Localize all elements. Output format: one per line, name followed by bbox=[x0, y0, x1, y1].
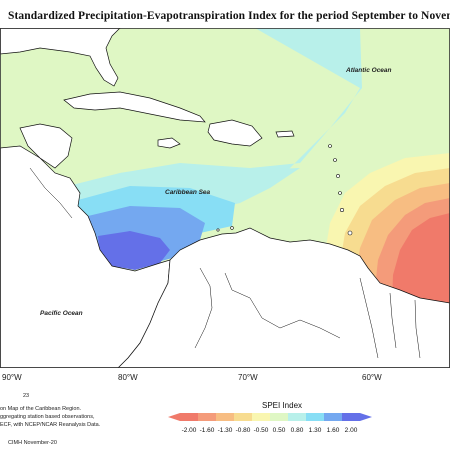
legend-arrow-high bbox=[360, 413, 372, 421]
legend-tick-label: -2.00 bbox=[181, 427, 197, 434]
caption-line-3: ECF, with NCEP/NCAR Reanalysis Data. bbox=[0, 422, 101, 428]
legend-swatch bbox=[324, 413, 342, 421]
caption-line-1: on Map of the Caribbean Region. bbox=[0, 406, 82, 412]
label-caribbean-sea: Caribbean Sea bbox=[165, 189, 211, 196]
spei-extremely-wet bbox=[98, 231, 170, 270]
country-borders bbox=[29, 167, 421, 359]
caption-line-2: ggregating station based observations, bbox=[0, 414, 95, 420]
map-title: Standardized Precipitation-Evapotranspir… bbox=[0, 9, 450, 27]
legend-tick-label: 0.80 bbox=[290, 427, 304, 434]
legend-swatch bbox=[198, 413, 216, 421]
land-masses bbox=[0, 28, 450, 368]
longitude-label-60w: 60°W bbox=[362, 373, 382, 382]
legend-swatch bbox=[306, 413, 324, 421]
legend-swatch bbox=[252, 413, 270, 421]
legend-swatch bbox=[216, 413, 234, 421]
page-number: 23 bbox=[23, 393, 30, 399]
legend-title: SPEI Index bbox=[262, 401, 303, 410]
puerto-rico-land bbox=[275, 130, 295, 138]
south-america-land bbox=[117, 227, 450, 368]
legend-tick-label: 2.00 bbox=[344, 427, 358, 434]
longitude-label-80w: 80°W bbox=[118, 373, 138, 382]
legend-tick-label: -1.30 bbox=[217, 427, 233, 434]
map-panel: Atlantic Ocean Caribbean Sea Pacific Oce… bbox=[0, 28, 450, 368]
hispaniola-land bbox=[207, 119, 263, 147]
legend-tick-label: -1.60 bbox=[199, 427, 215, 434]
legend-swatch bbox=[180, 413, 198, 421]
lesser-antilles bbox=[216, 144, 353, 236]
legend-swatch bbox=[288, 413, 306, 421]
legend-tick-label: 1.60 bbox=[326, 427, 340, 434]
legend-tick-label: 1.30 bbox=[308, 427, 322, 434]
credit-text: CIMH November-20 bbox=[8, 440, 57, 446]
longitude-label-70w: 70°W bbox=[238, 373, 258, 382]
map-title-text: Standardized Precipitation-Evapotranspir… bbox=[8, 10, 450, 22]
legend-tick-label: 0.50 bbox=[272, 427, 286, 434]
label-atlantic-ocean: Atlantic Ocean bbox=[345, 67, 392, 74]
legend-swatch bbox=[234, 413, 252, 421]
legend-tick-label: -0.80 bbox=[235, 427, 251, 434]
longitude-label-90w: 90°W bbox=[2, 373, 22, 382]
florida-land bbox=[0, 28, 121, 87]
label-pacific-ocean: Pacific Ocean bbox=[40, 310, 83, 317]
yucatan-land bbox=[19, 123, 73, 169]
legend-colorbar bbox=[168, 413, 372, 421]
legend-tick-label: -0.50 bbox=[253, 427, 269, 434]
legend-arrow-low bbox=[168, 413, 180, 421]
cuba-land bbox=[63, 91, 206, 123]
legend-swatch bbox=[270, 413, 288, 421]
jamaica-land bbox=[157, 137, 181, 149]
legend-swatch bbox=[342, 413, 360, 421]
